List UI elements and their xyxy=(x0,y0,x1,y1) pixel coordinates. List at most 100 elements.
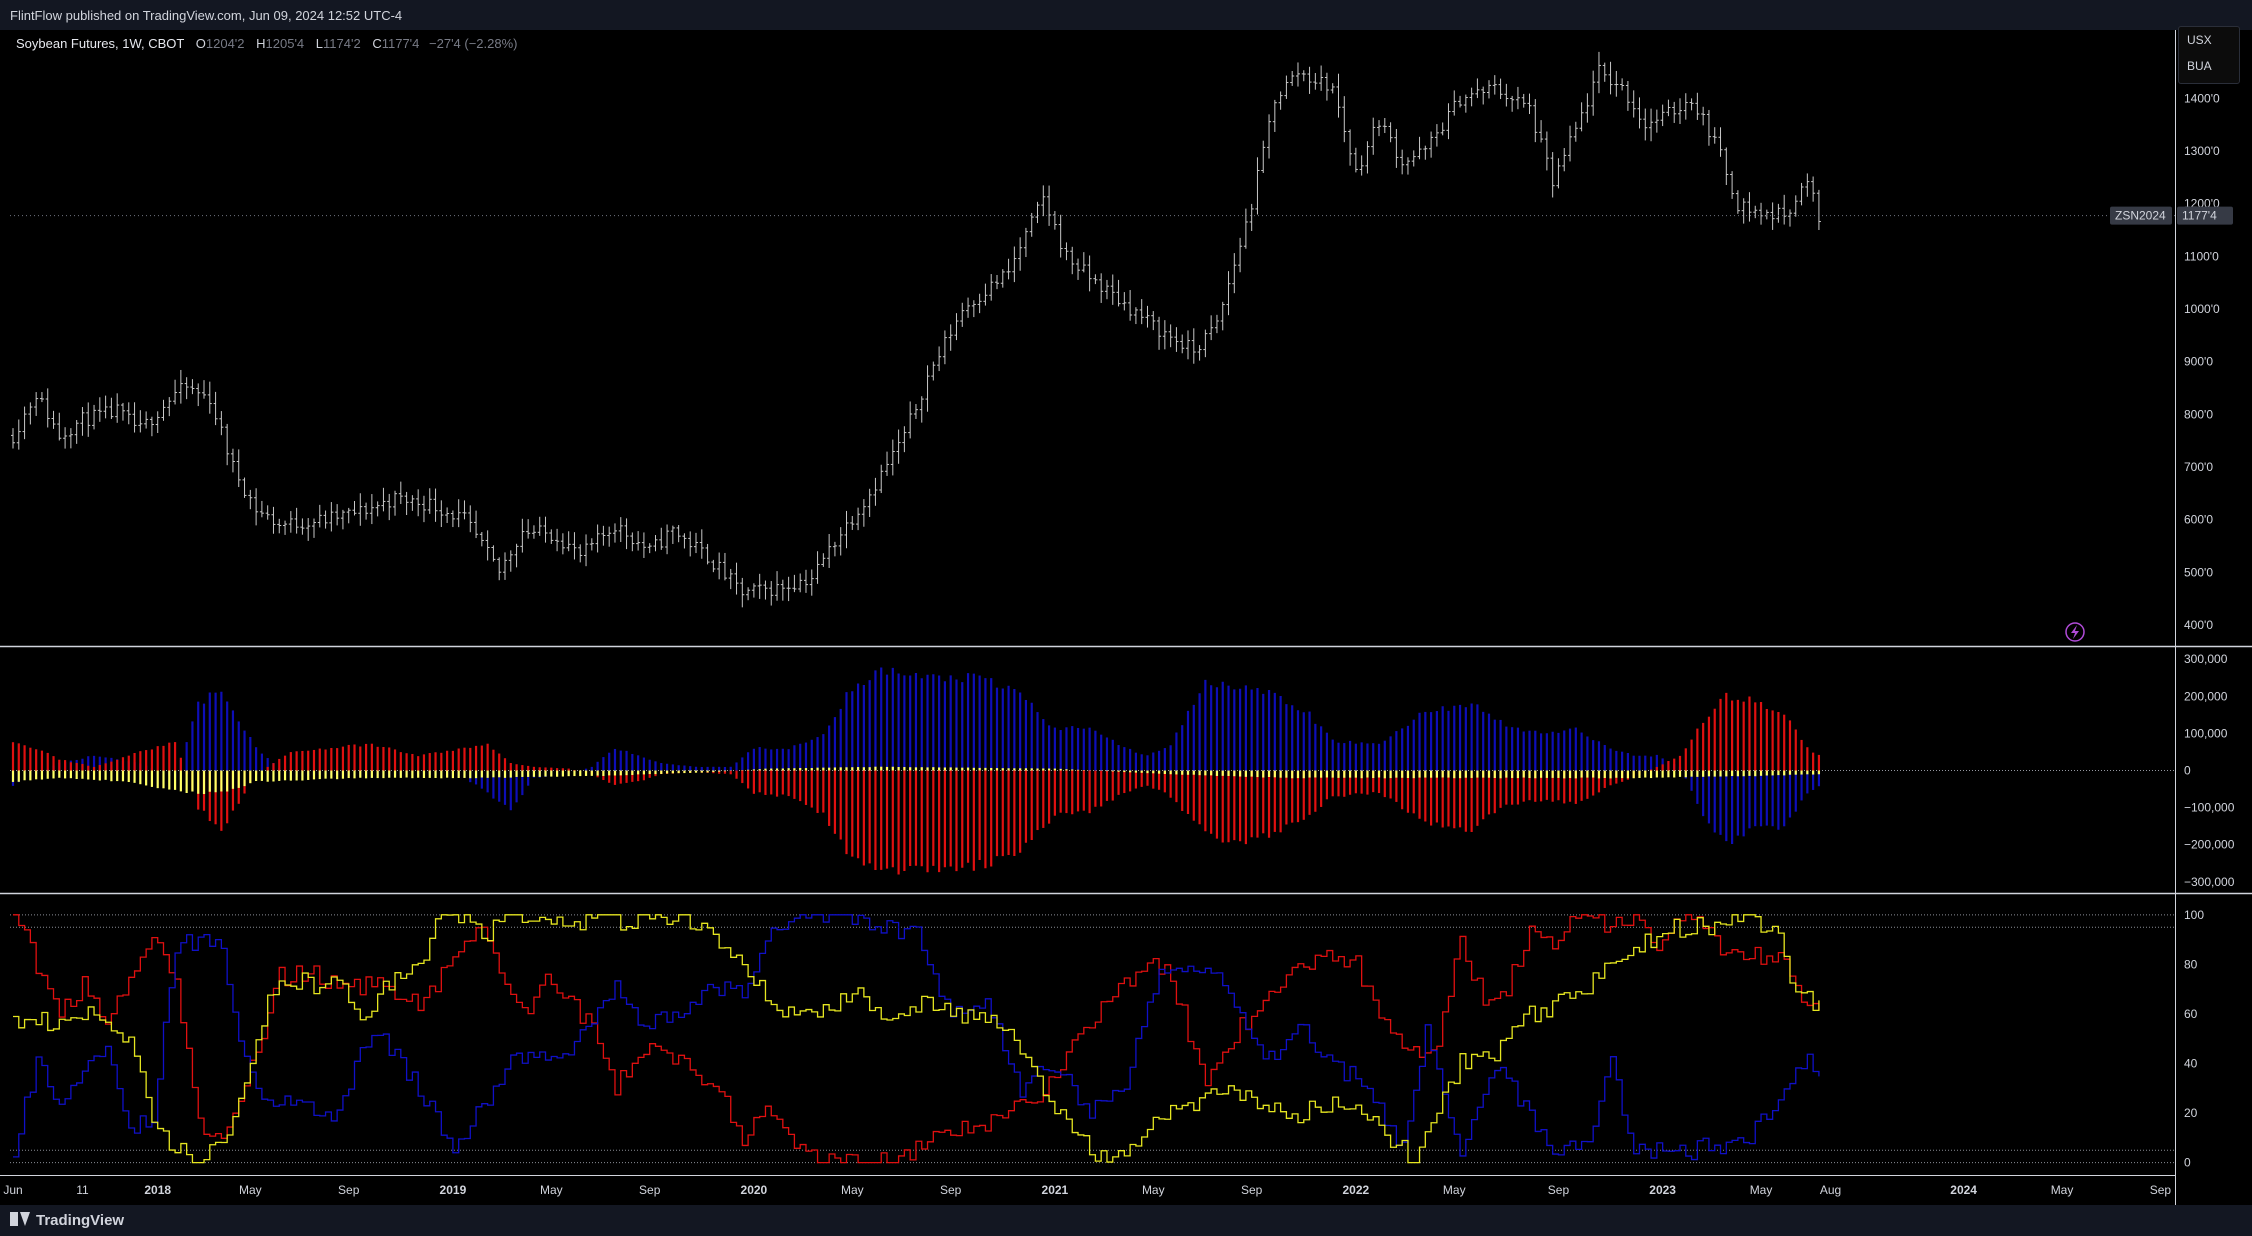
y-tick-label: 100,000 xyxy=(2184,726,2228,740)
price-bar xyxy=(323,510,328,529)
price-bar xyxy=(1290,70,1295,86)
price-bar xyxy=(722,552,727,581)
price-bar xyxy=(410,495,415,511)
price-bar xyxy=(1735,190,1740,214)
price-bar xyxy=(126,402,131,425)
price-bar xyxy=(74,420,79,444)
brand-label: TradingView xyxy=(36,1212,125,1229)
price-bar xyxy=(821,553,826,567)
price-bar xyxy=(97,397,102,422)
price-bar xyxy=(491,545,496,562)
price-bar xyxy=(641,532,646,558)
price-bar xyxy=(665,524,670,555)
price-bar xyxy=(514,543,519,568)
price-bar xyxy=(132,402,137,433)
price-bar xyxy=(387,493,392,521)
price-bar xyxy=(1423,145,1428,160)
unit-label[interactable]: BUA xyxy=(2187,59,2212,73)
price-bar xyxy=(1139,299,1144,325)
x-tick-label: 2022 xyxy=(1343,1183,1370,1197)
price-bar xyxy=(230,448,235,473)
price-bar xyxy=(39,392,44,403)
price-bar xyxy=(381,487,386,512)
price-bar xyxy=(1562,148,1567,172)
y-tick-label: 800'0 xyxy=(2184,407,2213,421)
price-bar xyxy=(1093,274,1098,285)
price-bar xyxy=(450,510,455,528)
price-bar xyxy=(1568,125,1573,162)
price-bar xyxy=(115,393,120,423)
open-value: 1204'2 xyxy=(205,36,245,51)
price-bar xyxy=(902,426,907,453)
price-bar xyxy=(393,490,398,516)
oscillator-line-yellow xyxy=(13,914,1820,1164)
price-bar xyxy=(1486,80,1491,99)
chart-canvas[interactable]: 1500'01400'01300'01200'01100'01000'0900'… xyxy=(0,30,2252,1205)
price-bar xyxy=(92,404,97,430)
price-bar xyxy=(531,525,536,539)
price-bar xyxy=(549,529,554,544)
y-tick-label: 700'0 xyxy=(2184,460,2213,474)
price-bar xyxy=(960,302,965,327)
price-bar xyxy=(1787,209,1792,227)
price-bar xyxy=(1006,258,1011,280)
price-bar xyxy=(340,509,345,530)
price-bar xyxy=(317,504,322,528)
x-tick-label: 2024 xyxy=(1950,1183,1977,1197)
price-bar xyxy=(1463,94,1468,113)
price-bar xyxy=(138,410,143,433)
price-bar xyxy=(1730,171,1735,199)
price-bar xyxy=(1649,108,1654,142)
alert-icon[interactable] xyxy=(2065,622,2085,642)
price-bar xyxy=(1371,117,1376,155)
price-bar xyxy=(636,531,641,551)
price-bar xyxy=(584,534,589,567)
price-bar xyxy=(51,410,56,429)
x-tick-label: May xyxy=(1443,1183,1466,1197)
price-bar xyxy=(1035,201,1040,224)
price-bar xyxy=(462,500,467,520)
price-bar xyxy=(1076,258,1081,280)
price-bar xyxy=(1284,75,1289,99)
price-bar xyxy=(404,491,409,516)
symbol-legend: Soybean Futures, 1W, CBOT O1204'2 H1205'… xyxy=(16,36,518,51)
price-bar xyxy=(1706,109,1711,146)
price-bar xyxy=(1770,202,1775,230)
price-bar xyxy=(832,541,837,557)
price-bar xyxy=(1353,147,1358,173)
price-bar xyxy=(1533,99,1538,143)
price-bar xyxy=(792,574,797,593)
high-key: H xyxy=(256,36,266,51)
price-bar xyxy=(537,516,542,536)
price-bar xyxy=(22,406,27,440)
price-bar xyxy=(809,569,814,596)
price-bar xyxy=(977,293,982,314)
price-bar xyxy=(485,530,490,561)
price-bar xyxy=(578,544,583,563)
price-bar xyxy=(445,507,450,523)
price-bar xyxy=(456,499,461,528)
price-bar xyxy=(827,534,832,568)
price-bar xyxy=(11,428,15,449)
tradingview-logo[interactable]: TradingView xyxy=(10,1212,124,1229)
price-bar xyxy=(994,275,999,290)
price-bar xyxy=(925,365,930,412)
lightning-icon xyxy=(2071,625,2079,639)
price-bar xyxy=(1816,189,1821,231)
price-bar xyxy=(109,397,114,420)
price-bar xyxy=(913,404,918,419)
price-bar xyxy=(746,587,751,601)
price-bar xyxy=(1324,72,1329,101)
price-bar xyxy=(1197,345,1202,361)
unit-selector[interactable]: USX BUA xyxy=(2178,26,2240,84)
price-bar xyxy=(242,477,247,498)
price-bar xyxy=(329,502,334,532)
price-bar xyxy=(1243,208,1248,249)
price-bar xyxy=(1429,131,1434,158)
price-bar xyxy=(908,401,913,439)
price-bar xyxy=(1620,78,1625,91)
price-bar xyxy=(1724,147,1729,186)
price-bar xyxy=(560,533,565,555)
price-bar xyxy=(1654,109,1659,133)
currency-label[interactable]: USX xyxy=(2187,33,2212,47)
